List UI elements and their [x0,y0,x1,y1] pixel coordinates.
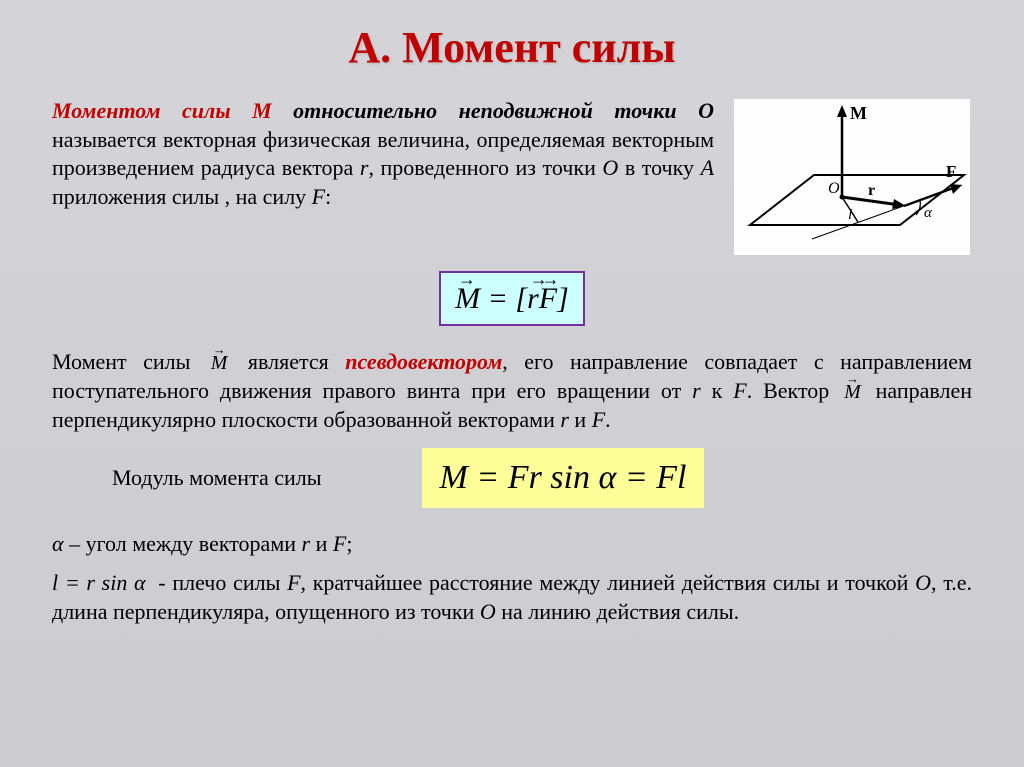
formula-2: M = Fr sin α = Fl [422,448,705,508]
slide-title: А. Момент силы [52,22,972,73]
p1-F: F [312,184,325,209]
diagram-label-r: r [868,182,875,199]
p4-alpha: α [52,531,64,556]
p2-t5: . Вектор [747,378,841,403]
p5-t4: на линию действия силы. [496,599,739,624]
diagram-label-l: l [848,207,852,223]
p2-F: F [733,378,746,403]
p2-Mvec2: M [844,380,860,406]
formula-1: M = [rF] [439,271,585,326]
p5-t2: , кратчайшее расстояние между линией дей… [301,570,916,595]
f1-r: r [527,279,539,318]
p2-psv: псевдовектором [345,349,502,374]
p2-t2: является [231,349,345,374]
p1-rest3: в точку [618,155,700,180]
p1-lead: Моментом силы M [52,98,272,123]
modulus-label: Модуль момента силы [52,464,322,493]
row-modulus: Модуль момента силы M = Fr sin α = Fl [52,448,972,508]
p5-F: F [287,570,300,595]
diagram-moment: O M r F l α [732,97,972,257]
p5-O2: O [480,599,496,624]
p2-r: r [692,378,701,403]
f1-M: M [455,279,480,318]
f1-F: F [539,279,557,318]
formula-1-row: M = [rF] [52,271,972,326]
p1-rest4: приложения силы , на силу [52,184,312,209]
paragraph-2: Момент силы M является псевдовектором, е… [52,348,972,434]
p1-rest2: , проведенного из точки [368,155,602,180]
f1-eq: = [480,282,515,315]
paragraph-4: α – угол между векторами r и F; [52,530,972,559]
p1-lead-rest: относительно неподвижной точки O [272,98,714,123]
row-para1-diagram: Моментом силы M относительно неподвижной… [52,97,972,257]
p2-Mvec: M [211,351,227,377]
diagram-label-alpha: α [924,205,933,221]
slide-content: Моментом силы M относительно неподвижной… [52,97,972,626]
p4-t: – угол между векторами [64,531,302,556]
p4-r: r [302,531,311,556]
p2-t4: к [701,378,734,403]
f1-lb: [ [515,282,527,315]
p1-A: A [701,155,714,180]
p2-t7: и [569,407,592,432]
paragraph-5: l = r sin α - плечо силы F, кратчайшее р… [52,569,972,626]
p2-t1: Момент силы [52,349,207,374]
diagram-label-F: F [946,162,956,181]
p2-t8: . [605,407,611,432]
p4-semi: ; [346,531,352,556]
p1-O: O [602,155,618,180]
p5-formula: l = r sin α [52,570,146,595]
p2-r2: r [560,407,569,432]
p5-O: O [915,570,931,595]
diagram-label-M: M [850,103,867,123]
diagram-label-O: O [828,180,840,197]
p4-and: и [310,531,333,556]
f1-rb: ] [557,282,569,315]
p2-F2: F [592,407,605,432]
p1-colon: : [325,184,331,209]
p4-F: F [333,531,346,556]
paragraph-1: Моментом силы M относительно неподвижной… [52,97,714,257]
p5-t1: - плечо силы [152,570,288,595]
